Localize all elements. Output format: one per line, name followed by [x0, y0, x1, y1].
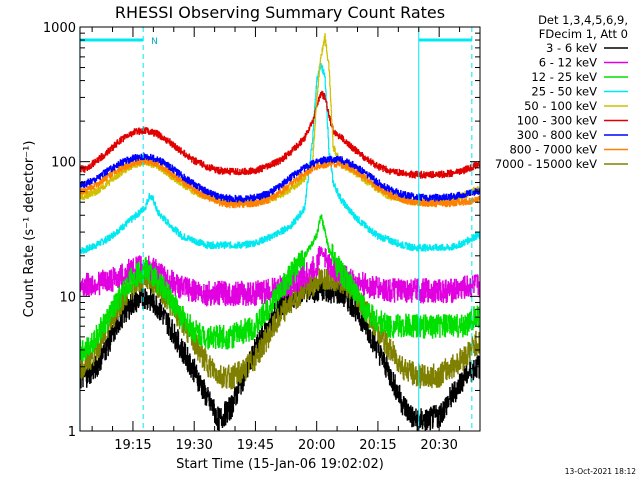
legend-entry: 800 - 7000 keV [509, 143, 628, 157]
y-axis-label: Count Rate (s⁻¹ detector⁻¹) [22, 141, 37, 318]
series-line-12-25kev [80, 214, 480, 362]
legend-label: 50 - 100 keV [524, 99, 597, 113]
timestamp: 13-Oct-2021 18:12 [565, 467, 636, 476]
legend-entry: 6 - 12 keV [539, 56, 628, 70]
legend: Det 1,3,4,5,6,9, FDecim 1, Att 0 3 - 6 k… [495, 13, 628, 171]
series-line-50-100kev [80, 33, 480, 207]
chart-title: RHESSI Observing Summary Count Rates [115, 3, 445, 22]
legend-entry: 7000 - 15000 keV [495, 157, 628, 171]
legend-entry: 25 - 50 keV [531, 85, 628, 99]
x-axis: 19:15 19:30 19:45 20:00 20:15 20:30 [91, 27, 461, 453]
y-tick-label: 100 [51, 156, 76, 171]
legend-entry: 100 - 300 keV [517, 114, 628, 128]
legend-label: 3 - 6 keV [546, 41, 597, 55]
legend-entry: 12 - 25 keV [531, 70, 628, 84]
legend-entry: 300 - 800 keV [517, 128, 628, 142]
x-tick-label: 19:15 [114, 438, 151, 453]
night-marker-label: N [151, 37, 158, 47]
y-tick-label: 10 [59, 290, 76, 305]
series-line-7000-15000kev [80, 265, 480, 390]
legend-header-line-1: Det 1,3,4,5,6,9, [538, 13, 628, 27]
x-tick-label: 20:15 [359, 438, 396, 453]
legend-entry: 50 - 100 keV [524, 99, 628, 113]
y-tick-label: 1 [68, 425, 76, 440]
legend-label: 25 - 50 keV [531, 85, 597, 99]
legend-label: 12 - 25 keV [531, 70, 597, 84]
y-tick-label: 1000 [43, 21, 76, 36]
x-tick-label: 19:30 [175, 438, 212, 453]
night-marker-2 [418, 27, 473, 431]
x-tick-label: 20:00 [298, 438, 335, 453]
series-line-300-800kev [80, 152, 480, 203]
legend-label: 300 - 800 keV [517, 128, 597, 142]
x-tick-label: 20:30 [420, 438, 457, 453]
legend-header-line-2: FDecim 1, Att 0 [539, 27, 628, 41]
series-line-3-6kev [80, 278, 480, 431]
legend-label: 7000 - 15000 keV [495, 157, 597, 171]
plot-frame [79, 26, 481, 432]
night-markers: N [79, 27, 473, 431]
legend-label: 800 - 7000 keV [509, 143, 597, 157]
legend-label: 100 - 300 keV [517, 114, 597, 128]
series-line-100-300kev [80, 90, 480, 179]
y-axis: 1 10 100 1000 [43, 21, 480, 440]
legend-entry: 3 - 6 keV [546, 41, 628, 55]
legend-label: 6 - 12 keV [539, 56, 597, 70]
series-line-25-50kev [80, 63, 480, 254]
x-axis-label: Start Time (15-Jan-06 19:02:02) [176, 457, 384, 472]
x-tick-label: 19:45 [237, 438, 274, 453]
series-layer [80, 33, 480, 431]
